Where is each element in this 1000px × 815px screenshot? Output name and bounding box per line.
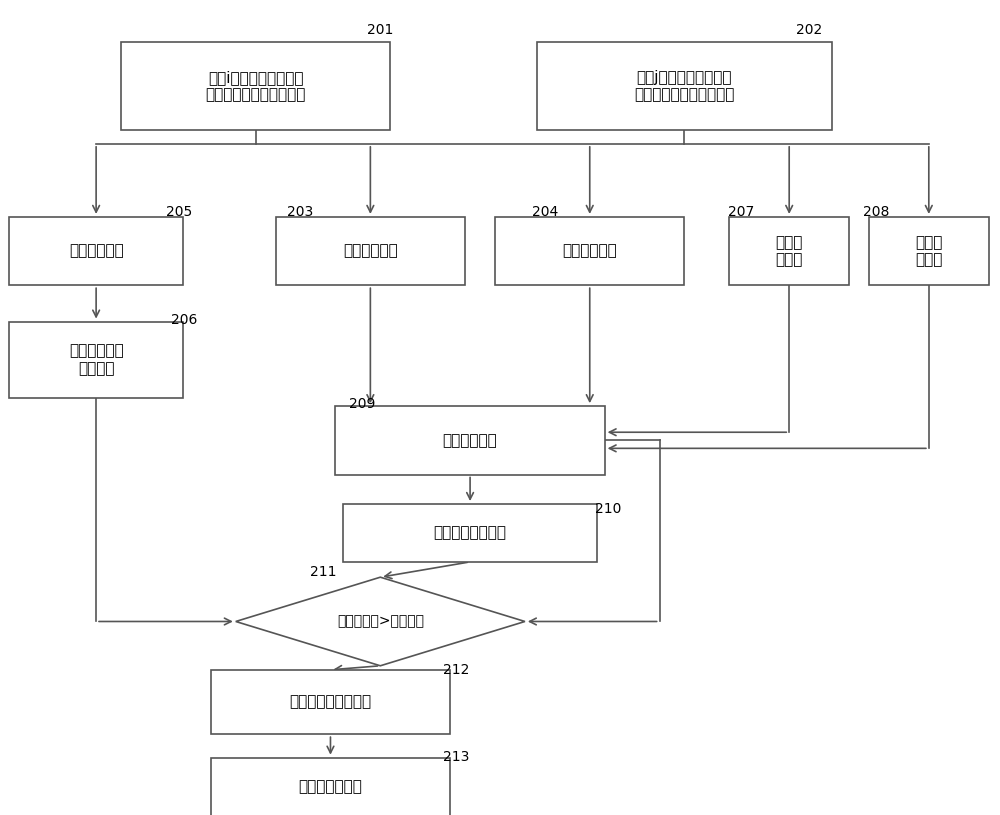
FancyBboxPatch shape — [335, 406, 605, 474]
Text: 得出有源假目标位置: 得出有源假目标位置 — [289, 694, 372, 710]
Text: 208: 208 — [863, 205, 889, 219]
Text: 204: 204 — [532, 205, 558, 219]
Text: 估计相关系数: 估计相关系数 — [69, 244, 124, 258]
Text: 201: 201 — [367, 23, 394, 37]
Text: 取实部得到相
关性度量: 取实部得到相 关性度量 — [69, 344, 124, 376]
Text: 213: 213 — [443, 750, 469, 764]
Text: 202: 202 — [796, 23, 822, 37]
Text: 取第j个节点的每个目标
的慢时间随机复包络序列: 取第j个节点的每个目标 的慢时间随机复包络序列 — [634, 70, 735, 102]
FancyBboxPatch shape — [495, 217, 684, 285]
Text: 最优检测门限搜索: 最优检测门限搜索 — [434, 526, 507, 540]
Text: 211: 211 — [310, 565, 337, 579]
Text: 209: 209 — [349, 397, 376, 411]
Text: 剔除所述假目标: 剔除所述假目标 — [299, 779, 362, 794]
Text: 计算检验门限: 计算检验门限 — [443, 433, 497, 447]
FancyBboxPatch shape — [121, 42, 390, 130]
Text: 205: 205 — [166, 205, 192, 219]
Polygon shape — [236, 577, 525, 666]
FancyBboxPatch shape — [276, 217, 465, 285]
FancyBboxPatch shape — [729, 217, 849, 285]
FancyBboxPatch shape — [869, 217, 989, 285]
Text: 估计噪
声功率: 估计噪 声功率 — [915, 235, 942, 267]
FancyBboxPatch shape — [211, 758, 450, 815]
Text: 相关性度量>检验门限: 相关性度量>检验门限 — [337, 615, 424, 628]
FancyBboxPatch shape — [9, 217, 183, 285]
Text: 212: 212 — [443, 663, 469, 676]
Text: 203: 203 — [287, 205, 314, 219]
FancyBboxPatch shape — [537, 42, 832, 130]
FancyBboxPatch shape — [9, 321, 183, 398]
Text: 估计噪
声功率: 估计噪 声功率 — [776, 235, 803, 267]
Text: 207: 207 — [728, 205, 754, 219]
Text: 取第i个节点的每个目标
的慢时间随机复包络序列: 取第i个节点的每个目标 的慢时间随机复包络序列 — [205, 70, 306, 102]
FancyBboxPatch shape — [343, 504, 597, 562]
Text: 估计平均功率: 估计平均功率 — [562, 244, 617, 258]
Text: 210: 210 — [595, 502, 621, 516]
Text: 估计平均功率: 估计平均功率 — [343, 244, 398, 258]
Text: 206: 206 — [171, 313, 197, 328]
FancyBboxPatch shape — [211, 670, 450, 734]
